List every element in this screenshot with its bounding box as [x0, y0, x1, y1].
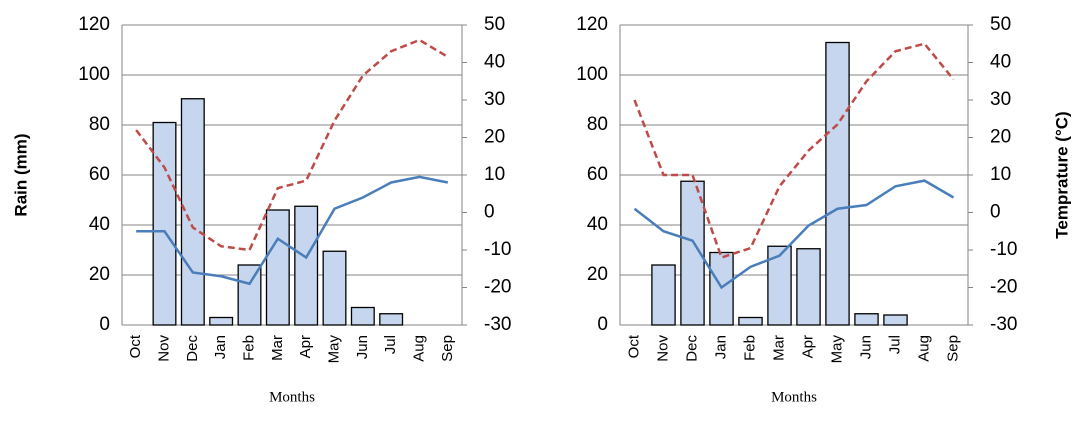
line-series — [135, 38, 449, 252]
x-tick-label: Feb — [741, 335, 758, 361]
line-series — [136, 175, 449, 286]
bar — [854, 313, 879, 326]
bar — [152, 121, 177, 326]
x-tick-label: Oct — [127, 334, 144, 358]
y2-tick-label: -20 — [990, 277, 1017, 298]
x-tick-label: Sep — [439, 335, 456, 362]
y2-tick-label: -30 — [990, 314, 1017, 335]
x-tick-label: Aug — [410, 335, 427, 362]
bar — [883, 314, 908, 326]
y-tick-label: 20 — [89, 264, 110, 285]
bar — [796, 248, 821, 326]
x-tick-label: Nov — [654, 335, 671, 362]
x-tick-label: Jul — [886, 335, 903, 354]
bar — [767, 245, 792, 326]
x-tick-label: Sep — [944, 335, 961, 362]
x-tick-label: Feb — [240, 335, 257, 361]
bar — [209, 316, 234, 326]
x-tick-label: Dec — [683, 335, 700, 362]
bar — [738, 316, 763, 326]
y2-axis-title: Temprature (°C) — [1052, 111, 1071, 238]
y2-tick-label: -30 — [484, 314, 511, 335]
y2-tick-label: 0 — [484, 202, 495, 223]
x-tick-label: Mar — [269, 335, 286, 361]
y2-tick-label: 40 — [990, 52, 1011, 73]
y2-tick-label: 30 — [484, 89, 505, 110]
y2-tick-label: 50 — [484, 14, 505, 35]
y-tick-label: 80 — [587, 114, 608, 135]
line-series — [633, 179, 955, 290]
y2-tick-label: 10 — [484, 164, 505, 185]
x-axis-title: Months — [771, 389, 817, 405]
y-tick-label: 40 — [587, 214, 608, 235]
line-series — [633, 42, 955, 260]
y2-tick-label: -10 — [990, 239, 1017, 260]
x-tick-label: Jun — [354, 335, 371, 359]
x-tick-label: Jun — [857, 335, 874, 359]
x-tick-label: Apr — [799, 335, 816, 358]
bar — [180, 98, 205, 326]
y2-tick-label: 40 — [484, 52, 505, 73]
x-tick-label: Apr — [297, 335, 314, 358]
y-tick-label: 100 — [78, 64, 110, 85]
x-tick-label: May — [325, 335, 342, 364]
bar — [350, 306, 375, 326]
y-axis-title: Rain (mm) — [11, 133, 30, 216]
x-tick-label: Jul — [382, 335, 399, 354]
bar — [379, 313, 404, 326]
y-tick-label: 0 — [597, 314, 608, 335]
x-tick-label: Oct — [625, 334, 642, 358]
y-tick-label: 120 — [576, 14, 608, 35]
x-tick-label: Jan — [212, 335, 229, 359]
bar — [237, 264, 262, 326]
bar — [265, 209, 290, 326]
y-tick-label: 20 — [587, 264, 608, 285]
y-tick-label: 80 — [89, 114, 110, 135]
x-axis-title: Months — [269, 389, 315, 405]
y-tick-label: 0 — [99, 314, 110, 335]
y2-tick-label: 30 — [990, 89, 1011, 110]
y2-tick-label: 0 — [990, 202, 1001, 223]
bar — [294, 205, 319, 326]
y2-tick-label: -20 — [484, 277, 511, 298]
bar — [651, 264, 676, 326]
y-tick-label: 40 — [89, 214, 110, 235]
bar — [322, 250, 347, 326]
y-tick-label: 60 — [89, 164, 110, 185]
y-tick-label: 60 — [587, 164, 608, 185]
y2-tick-label: -10 — [484, 239, 511, 260]
y2-tick-label: 20 — [990, 127, 1011, 148]
y-tick-label: 100 — [576, 64, 608, 85]
y-tick-label: 120 — [78, 14, 110, 35]
x-tick-label: Jan — [712, 335, 729, 359]
y2-tick-label: 10 — [990, 164, 1011, 185]
x-tick-label: Dec — [184, 335, 201, 362]
x-tick-label: Mar — [770, 335, 787, 361]
y2-tick-label: 50 — [990, 14, 1011, 35]
bar — [825, 41, 850, 326]
x-tick-label: Nov — [155, 335, 172, 362]
x-tick-label: Aug — [915, 335, 932, 362]
x-tick-label: May — [828, 335, 845, 364]
bar — [680, 180, 705, 326]
y2-tick-label: 20 — [484, 127, 505, 148]
